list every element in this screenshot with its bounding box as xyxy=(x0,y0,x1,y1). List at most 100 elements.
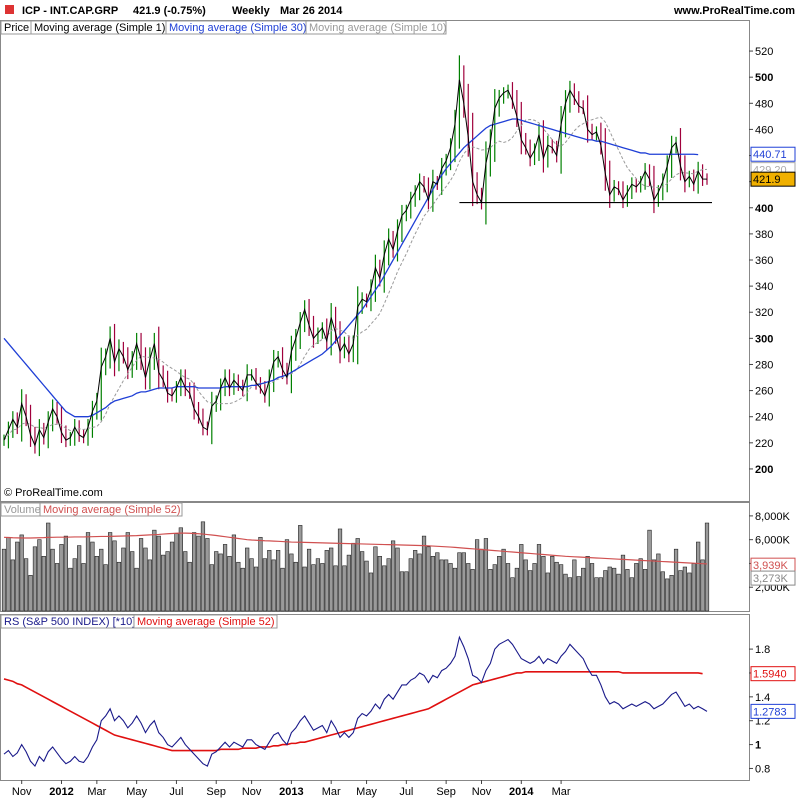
x-tick-label: Sep xyxy=(206,786,226,798)
volume-bar xyxy=(10,559,15,612)
instrument-title: ICP - INT.CAP.GRP xyxy=(22,5,118,17)
axes: 2002202402602803003203403603804004204404… xyxy=(12,46,796,798)
volume-bar xyxy=(620,554,626,612)
ma1-line xyxy=(3,79,708,447)
volume-ma52-last-label: 3,939K xyxy=(753,560,789,572)
volume-bar xyxy=(567,577,573,612)
volume-bar xyxy=(682,566,687,612)
rs-last-label-box xyxy=(750,703,796,719)
volume-bar xyxy=(439,559,444,612)
volume-bar xyxy=(545,572,550,612)
volume-bar xyxy=(607,566,612,612)
volume-bar xyxy=(629,577,634,612)
volume-bar xyxy=(169,541,175,612)
volume-ma52-line xyxy=(3,532,708,565)
price-tick-label: 520 xyxy=(755,46,773,58)
volume-bar xyxy=(253,566,259,612)
volume-bar xyxy=(461,552,466,612)
volume-bar xyxy=(152,529,157,612)
volume-bar xyxy=(444,559,449,612)
volume-bar xyxy=(130,551,135,612)
volume-bar xyxy=(289,553,294,612)
price-tick-label: 220 xyxy=(755,438,773,450)
rs-ma52-line xyxy=(3,670,703,752)
rs-last-label: 1.2783 xyxy=(753,706,787,718)
x-tick-label: Mar xyxy=(87,786,106,798)
volume-bar xyxy=(598,577,603,612)
volume-bar xyxy=(368,572,374,612)
volume-legend: Volume Moving average (Simple 52) xyxy=(0,502,183,517)
volume-bar xyxy=(1,548,7,612)
rs-tick-label: 1.8 xyxy=(755,644,770,656)
volume-bar xyxy=(54,563,60,612)
price-tick-label: 380 xyxy=(755,229,773,241)
volume-bar xyxy=(696,541,701,612)
x-tick-label: Nov xyxy=(242,786,262,798)
rs-ma52-last-label: 1.5940 xyxy=(753,669,787,681)
volume-bar xyxy=(421,535,427,612)
volume-bar xyxy=(320,563,325,612)
volume-bar xyxy=(333,565,338,612)
x-tick-label: Mar xyxy=(552,786,571,798)
volume-bar xyxy=(355,538,360,612)
volume-bar xyxy=(134,567,139,612)
volume-bar xyxy=(59,544,64,612)
price-last-label-box xyxy=(750,171,796,187)
volume-bar xyxy=(218,553,223,612)
x-tick-label: 2014 xyxy=(509,786,534,798)
volume-bar xyxy=(488,569,493,612)
price-tick-label: 320 xyxy=(755,307,773,319)
volume-bar xyxy=(72,558,77,612)
price-tick-label: 340 xyxy=(755,281,773,293)
header-date: Mar 26 2014 xyxy=(280,5,343,17)
volume-bar xyxy=(638,558,643,612)
x-tick-label: Jul xyxy=(169,786,183,798)
volume-bar xyxy=(669,575,674,612)
volume-bar xyxy=(634,563,639,612)
volume-tick-label: 6,000K xyxy=(755,535,791,547)
volume-bar xyxy=(37,539,42,612)
volume-bar xyxy=(240,567,245,612)
price-tick-label: 500 xyxy=(755,72,773,84)
volume-bar xyxy=(298,525,303,612)
x-tick-label: 2013 xyxy=(279,786,303,798)
last-quote: 421.9 (-0.75%) xyxy=(133,5,206,17)
volume-bar xyxy=(532,563,537,612)
volume-bar xyxy=(501,548,506,612)
volume-bar xyxy=(165,551,170,612)
volume-bar xyxy=(103,564,108,612)
volume-bar xyxy=(156,535,161,612)
volume-bar xyxy=(222,544,228,612)
volume-bar xyxy=(558,564,564,612)
volume-bar xyxy=(377,556,382,612)
legend-ma1: Moving average (Simple 1) xyxy=(34,22,165,34)
volume-bar xyxy=(519,544,524,612)
volume-bar xyxy=(183,551,188,612)
volume-bar xyxy=(85,532,91,612)
volume-bar xyxy=(643,569,648,612)
rs-panel-frame xyxy=(0,614,750,781)
volume-bar xyxy=(302,566,307,612)
volume-bar xyxy=(408,558,413,612)
volume-bar xyxy=(231,534,237,612)
volume-bar xyxy=(373,546,378,612)
volume-bar xyxy=(399,571,405,612)
x-tick-label: Mar xyxy=(322,786,341,798)
volume-bar xyxy=(342,565,347,612)
volume-bar xyxy=(161,554,166,612)
volume-bar xyxy=(541,556,546,612)
volume-bar xyxy=(404,571,409,612)
volume-bar xyxy=(280,567,285,612)
volume-bar xyxy=(448,563,453,612)
volume-bar xyxy=(550,556,555,612)
volume-bar xyxy=(192,532,197,612)
legend-rs: RS (S&P 500 INDEX) [*10] xyxy=(4,616,135,628)
volume-last-label-box xyxy=(750,570,796,586)
volume-bar xyxy=(284,539,290,612)
price-tick-label: 260 xyxy=(755,386,773,398)
volume-bar xyxy=(337,528,343,612)
volume-bar xyxy=(63,535,68,612)
volume-bar xyxy=(6,536,11,612)
volume-bar xyxy=(563,573,568,612)
volume-bar xyxy=(271,559,276,612)
